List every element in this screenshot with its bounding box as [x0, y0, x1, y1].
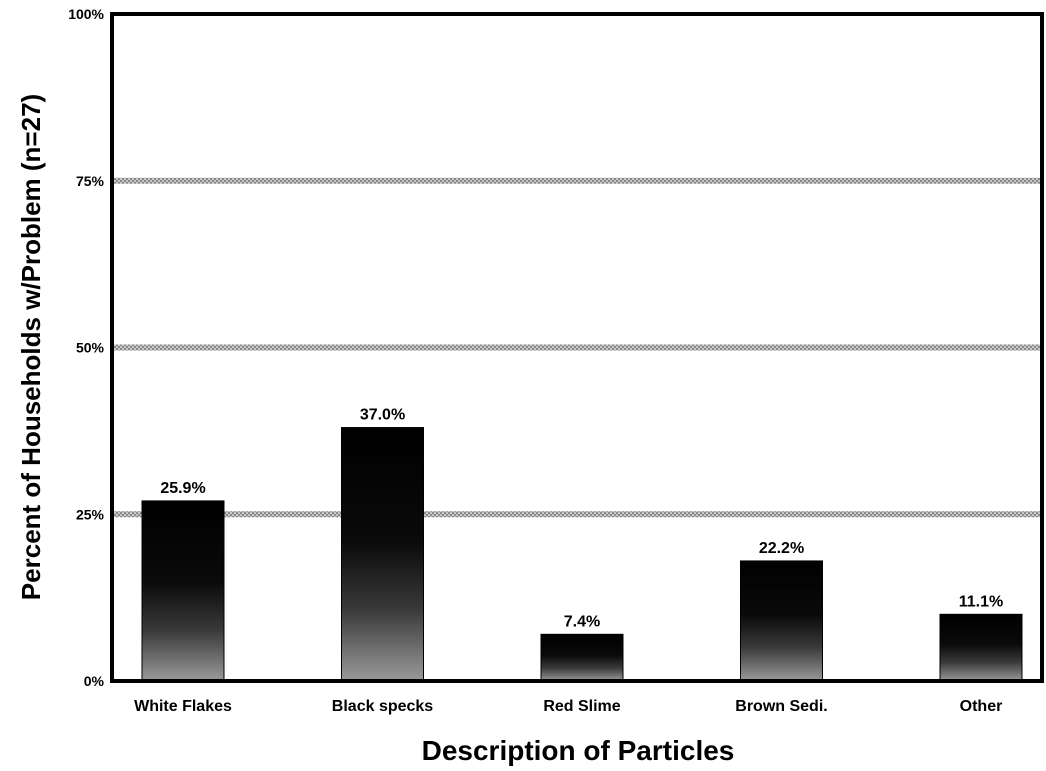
- gridline-50: [112, 344, 1042, 351]
- y-tick-label: 100%: [68, 6, 104, 22]
- gridlines: [112, 177, 1042, 518]
- y-tick-label: 75%: [76, 173, 105, 189]
- x-tick-label: Black specks: [332, 698, 434, 715]
- bar: [141, 500, 225, 682]
- data-label: 25.9%: [160, 480, 205, 497]
- data-label: 11.1%: [959, 593, 1003, 610]
- x-axis-title: Description of Particles: [422, 735, 735, 766]
- x-ticks: White Flakes Black specks Red Slime Brown S…: [134, 698, 1002, 715]
- x-tick-label: White Flakes: [134, 698, 232, 715]
- y-tick-label: 50%: [76, 340, 105, 356]
- x-tick-label: Red Slime: [543, 698, 620, 715]
- bars: [141, 427, 1023, 682]
- bar: [341, 427, 424, 682]
- x-tick-label: Brown Sedi.: [735, 698, 827, 715]
- y-tick-label: 25%: [76, 506, 105, 522]
- y-axis-title: Percent of Households w/Problem (n=27): [16, 94, 46, 600]
- data-label: 22.2%: [759, 540, 804, 557]
- data-label: 37.0%: [360, 407, 405, 424]
- y-tick-label: 0%: [84, 673, 105, 689]
- gridline-75: [112, 177, 1042, 184]
- plot-frame: [110, 12, 1044, 683]
- x-tick-label: Other: [960, 698, 1003, 715]
- y-ticks: 0% 25% 50% 75% 100%: [68, 6, 104, 689]
- gridline-25: [112, 511, 1042, 518]
- bar: [740, 560, 823, 682]
- bar: [939, 613, 1023, 682]
- data-labels: 25.9% 37.0% 7.4% 22.2% 11.1%: [160, 407, 1003, 631]
- data-label: 7.4%: [564, 613, 600, 630]
- bar: [540, 633, 624, 682]
